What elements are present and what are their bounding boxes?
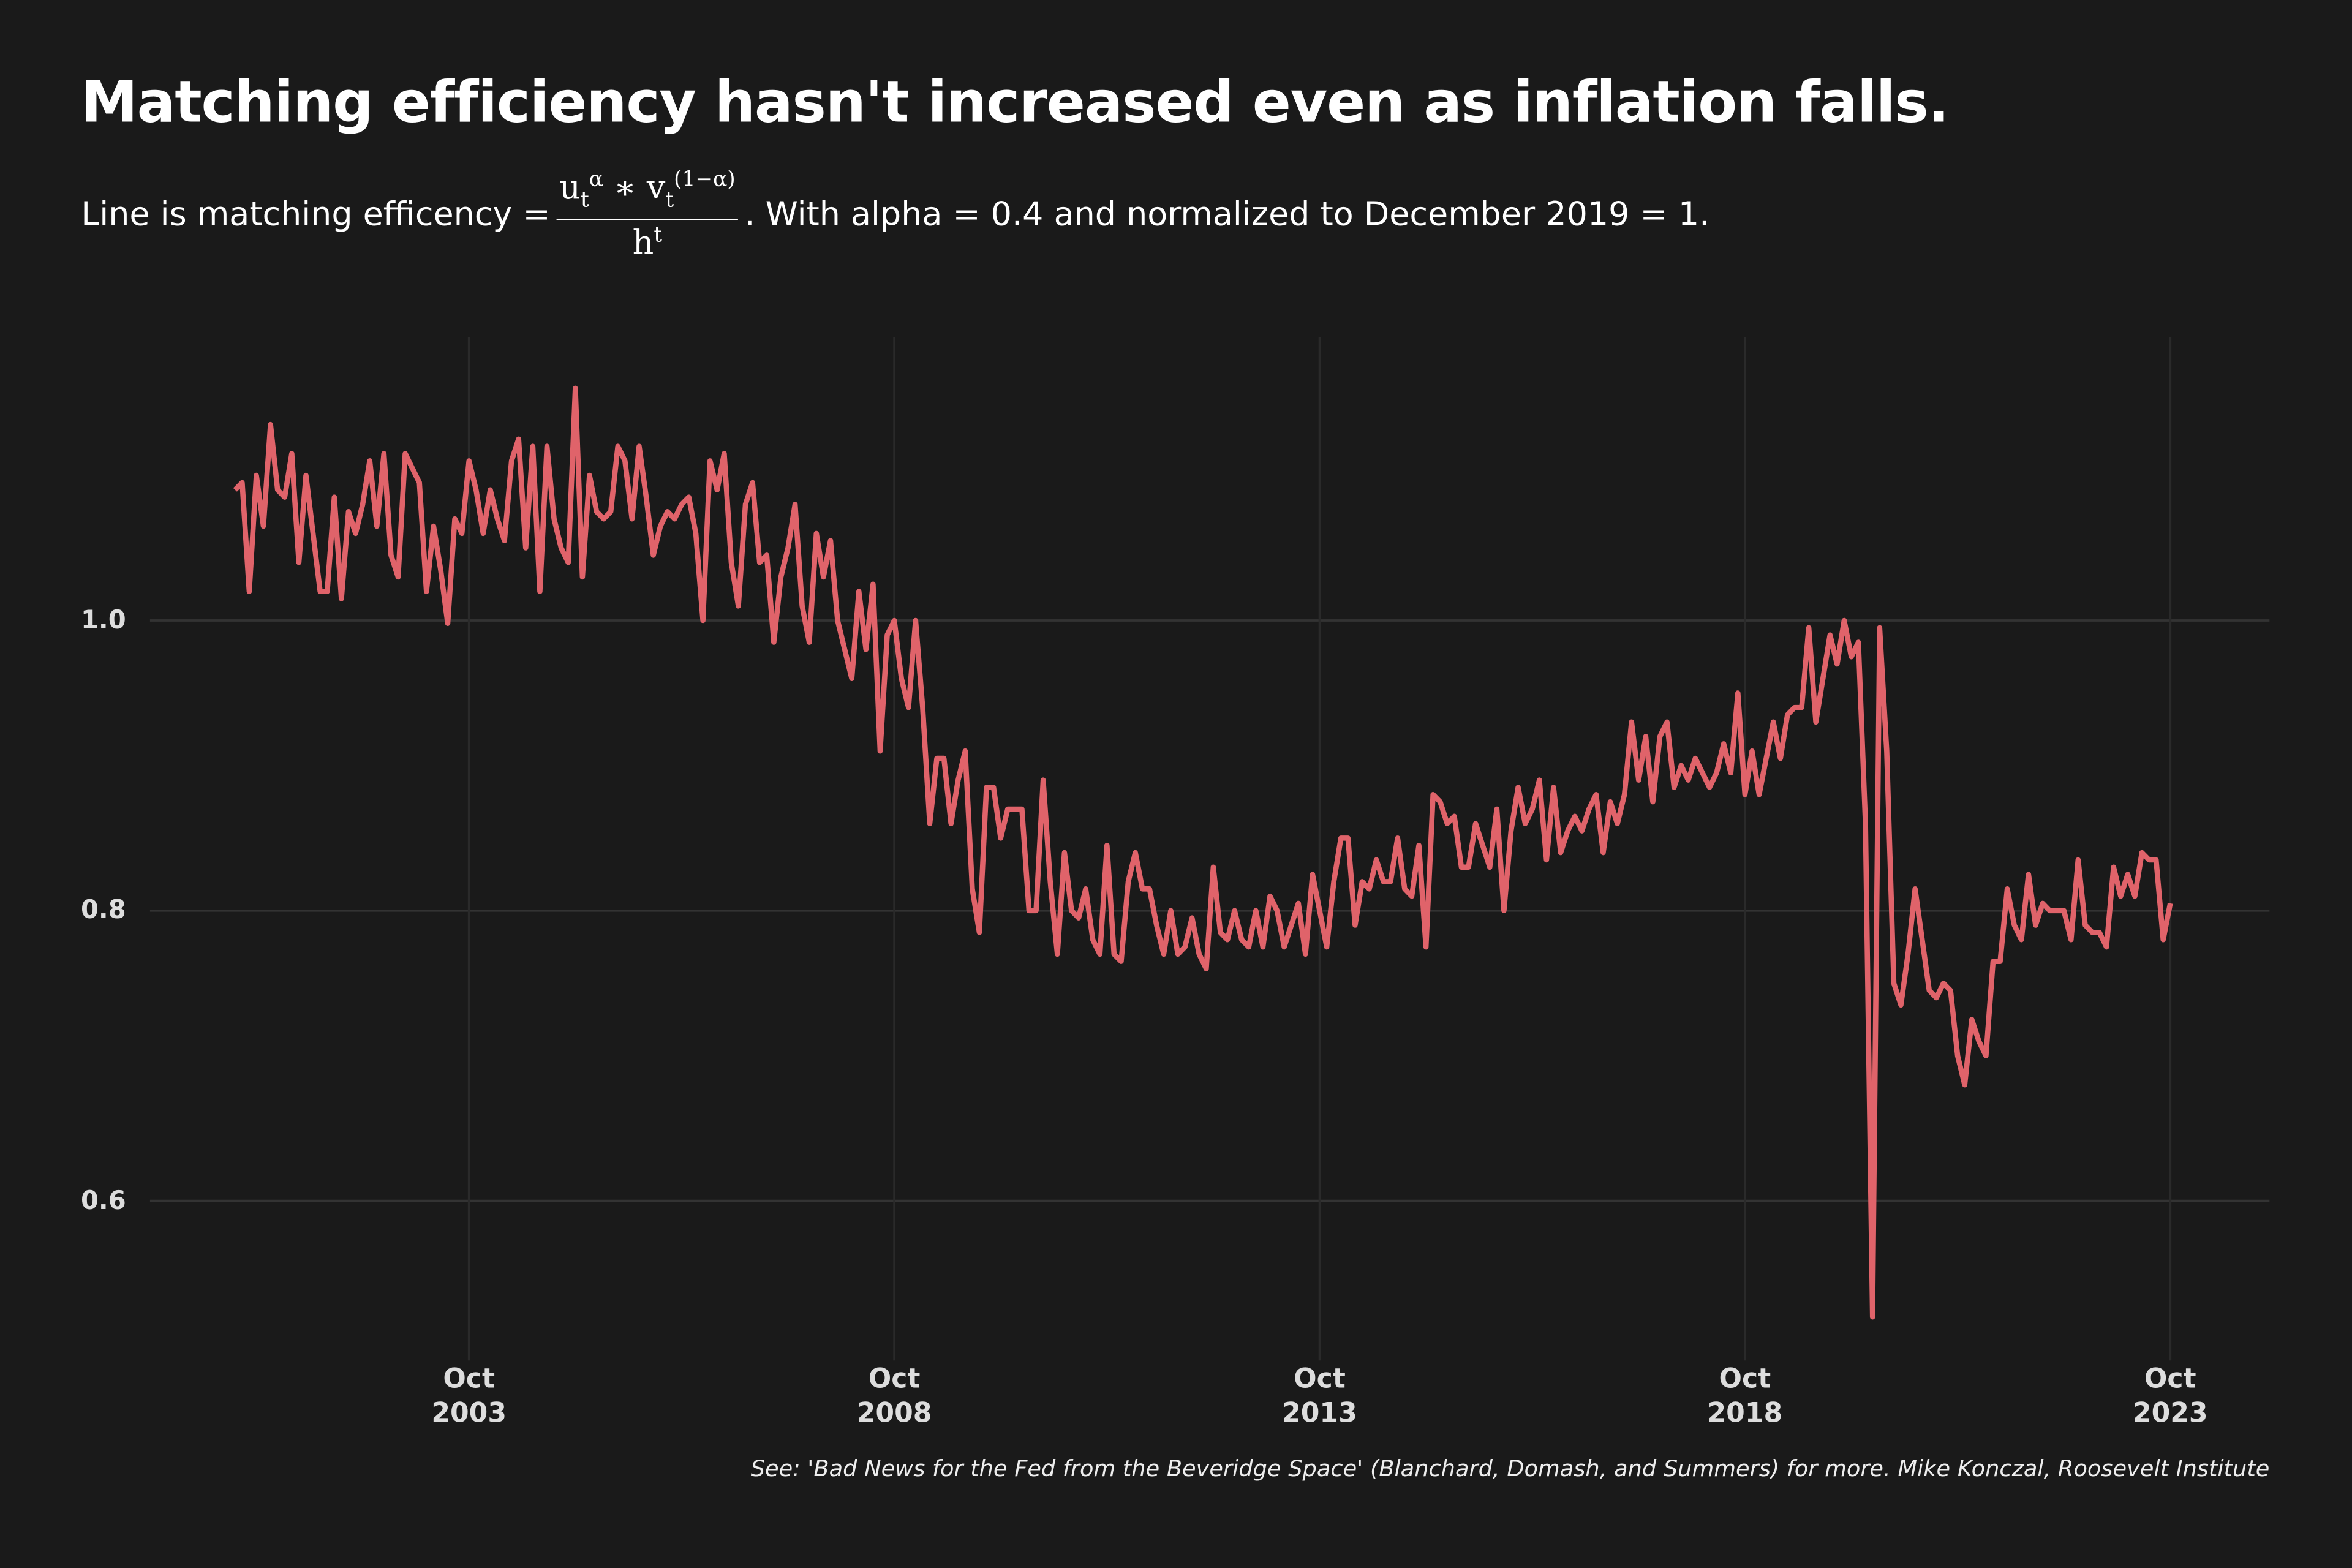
formula-superscript: t: [654, 223, 663, 247]
x-tick-label: Oct 2003: [431, 1363, 507, 1430]
formula-numerator: utα ∗ vt(1−α): [556, 168, 739, 221]
formula-subscript: t: [580, 188, 589, 213]
data-line: [233, 385, 2173, 1320]
formula-superscript: α: [589, 168, 603, 192]
formula-operator: ∗: [614, 170, 636, 208]
subtitle-text: . With alpha = 0.4 and normalized to Dec…: [744, 196, 1710, 235]
subtitle-text: Line is matching efficency =: [81, 196, 551, 235]
y-tick-label: 0.8: [80, 895, 126, 926]
formula-symbol: u: [559, 170, 581, 208]
formula: utα ∗ vt(1−α) ht: [556, 168, 739, 263]
x-tick-label: Oct 2018: [1707, 1363, 1783, 1430]
x-tick-label: Oct 2023: [2132, 1363, 2208, 1430]
formula-denominator: ht: [633, 220, 663, 262]
formula-superscript: (1−α): [674, 168, 736, 192]
x-tick-label: Oct 2013: [1282, 1363, 1357, 1430]
x-tick-label: Oct 2008: [856, 1363, 932, 1430]
y-tick-label: 0.6: [80, 1186, 126, 1216]
formula-symbol: h: [632, 225, 654, 263]
subtitle: Line is matching efficency = utα ∗ vt(1−…: [81, 168, 1709, 262]
formula-symbol: v: [646, 170, 666, 208]
y-tick-label: 1.0: [80, 605, 126, 636]
formula-subscript: t: [665, 188, 674, 213]
caption: See: 'Bad News for the Fed from the Beve…: [750, 1455, 2270, 1482]
chart-title: Matching efficiency hasn't increased eve…: [81, 69, 1950, 135]
